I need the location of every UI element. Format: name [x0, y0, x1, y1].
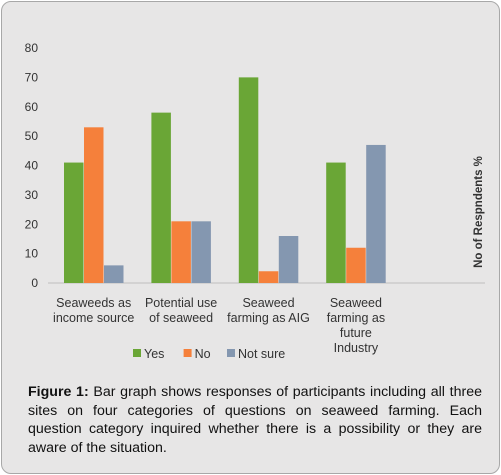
y-axis-title: No of Respndents %	[473, 156, 485, 268]
figure-caption: Figure 1: Bar graph shows responses of p…	[28, 383, 482, 457]
y-tick-label: 50	[25, 129, 39, 143]
bar-not-sure	[191, 221, 211, 283]
x-tick-label: future	[340, 326, 372, 340]
y-tick-label: 30	[25, 188, 39, 202]
x-tick-label: farming as AIG	[227, 311, 310, 325]
y-tick-label: 40	[25, 159, 39, 173]
x-tick-label: Seaweed	[330, 296, 382, 310]
x-tick-label: Potential use	[145, 296, 217, 310]
bar-no	[346, 247, 366, 283]
legend-swatch-not-sure	[227, 349, 235, 357]
bar-yes	[326, 162, 346, 283]
y-tick-label: 0	[31, 276, 38, 290]
x-tick-label: farming as	[327, 311, 385, 325]
bar-yes	[151, 112, 171, 283]
y-tick-label: 70	[25, 70, 39, 84]
bar-yes	[238, 77, 259, 283]
bar-no	[84, 127, 104, 283]
x-tick-label: Industry	[334, 341, 379, 355]
bar-not-sure	[366, 144, 386, 283]
bar-not-sure	[278, 236, 299, 283]
bar-yes	[64, 162, 84, 283]
legend-label: Not sure	[238, 347, 285, 361]
legend-label: Yes	[144, 347, 164, 361]
x-tick-label: of seaweed	[149, 311, 213, 325]
y-tick-label: 60	[25, 100, 39, 114]
y-tick-label: 80	[25, 41, 39, 55]
legend-swatch-yes	[133, 349, 141, 357]
x-tick-label: Seaweed	[242, 296, 294, 310]
y-tick-label: 10	[25, 247, 39, 261]
bar-not-sure	[104, 265, 124, 283]
legend-label: No	[195, 347, 211, 361]
caption-text: Bar graph shows responses of participant…	[28, 384, 482, 456]
x-tick-label: income source	[53, 311, 134, 325]
bar-chart: 0 10 20 30 40 50 60 70 80 Seaweeds as income sourc…	[2, 2, 501, 372]
legend-swatch-no	[183, 349, 192, 357]
bar-no	[171, 221, 191, 283]
y-tick-label: 20	[25, 217, 39, 231]
bar-no	[258, 271, 279, 283]
x-tick-label: Seaweeds as	[56, 296, 131, 310]
caption-label: Figure 1:	[28, 384, 89, 400]
